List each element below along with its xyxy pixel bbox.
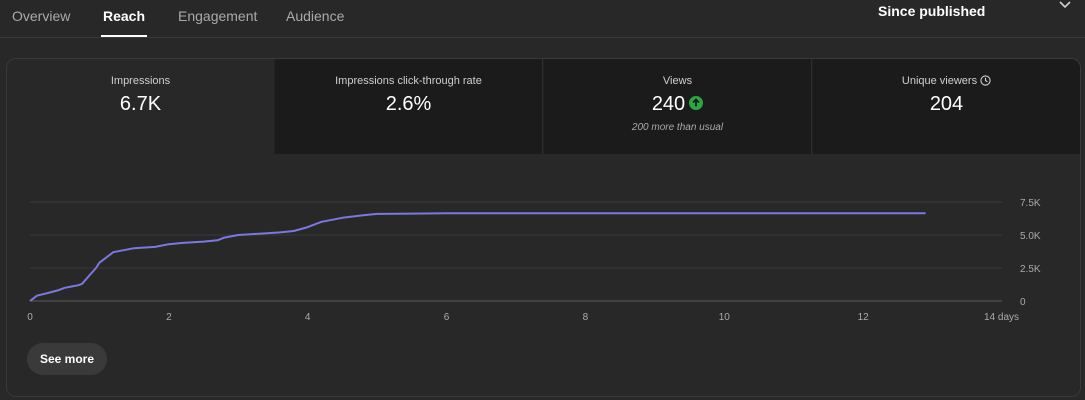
metric-note: 200 more than usual xyxy=(631,122,724,133)
metric-label: Impressions click-through rate xyxy=(335,75,482,87)
metric-unique-viewers[interactable]: Unique viewers 204 xyxy=(813,59,1080,154)
y-tick-label: 0 xyxy=(1020,297,1026,308)
tab-overview[interactable]: Overview xyxy=(12,8,71,24)
impressions-chart: 0 2.5K 5.0K 7.5K 0 2 4 6 8 10 12 14 days See more xyxy=(7,154,1080,396)
x-tick-label: 6 xyxy=(444,312,450,323)
metric-value: 240 xyxy=(651,93,686,115)
y-tick-label: 7.5K xyxy=(1020,198,1041,209)
metric-label: Impressions xyxy=(110,75,171,87)
reach-card: Impressions 6.7K Impressions click-throu… xyxy=(6,58,1081,397)
y-tick-label: 2.5K xyxy=(1020,264,1041,275)
x-tick-label: 2 xyxy=(166,312,172,323)
y-tick-label: 5.0K xyxy=(1020,231,1041,242)
metric-value: 6.7K xyxy=(119,93,162,115)
x-tick-label: 0 xyxy=(27,312,33,323)
metric-label: Unique viewers xyxy=(901,75,978,87)
x-tick-label: 8 xyxy=(583,312,589,323)
metric-impressions[interactable]: Impressions 6.7K xyxy=(7,59,274,154)
tab-reach[interactable]: Reach xyxy=(100,6,148,37)
x-tick-label: 10 xyxy=(719,312,731,323)
chart-svg: 0 2.5K 5.0K 7.5K 0 2 4 6 8 10 12 14 days xyxy=(27,198,1041,323)
tab-bar: Overview Reach Engagement Audience Since… xyxy=(0,0,1085,38)
clock-icon xyxy=(980,74,991,86)
tab-audience[interactable]: Audience xyxy=(286,8,345,24)
see-more-button[interactable]: See more xyxy=(27,343,107,375)
metric-label-row: Unique viewers xyxy=(813,74,1080,87)
metric-ctr[interactable]: Impressions click-through rate 2.6% xyxy=(275,59,543,154)
metric-value: 204 xyxy=(929,93,964,115)
arrow-up-circle-icon xyxy=(689,95,704,110)
metric-value: 2.6% xyxy=(385,93,432,115)
x-tick-label: 12 xyxy=(858,312,870,323)
chevron-down-icon[interactable] xyxy=(1058,0,1072,10)
x-tick-label: 4 xyxy=(305,312,311,323)
x-tick-label: 14 days xyxy=(984,312,1019,323)
metric-row: Impressions 6.7K Impressions click-throu… xyxy=(7,59,1080,154)
impressions-line xyxy=(29,212,926,302)
metric-value-row: 240 xyxy=(544,92,811,116)
metric-label: Views xyxy=(662,75,693,87)
metric-views[interactable]: Views 240 200 more than usual xyxy=(544,59,812,154)
tab-engagement[interactable]: Engagement xyxy=(178,8,258,24)
period-selector[interactable]: Since published xyxy=(878,3,986,19)
